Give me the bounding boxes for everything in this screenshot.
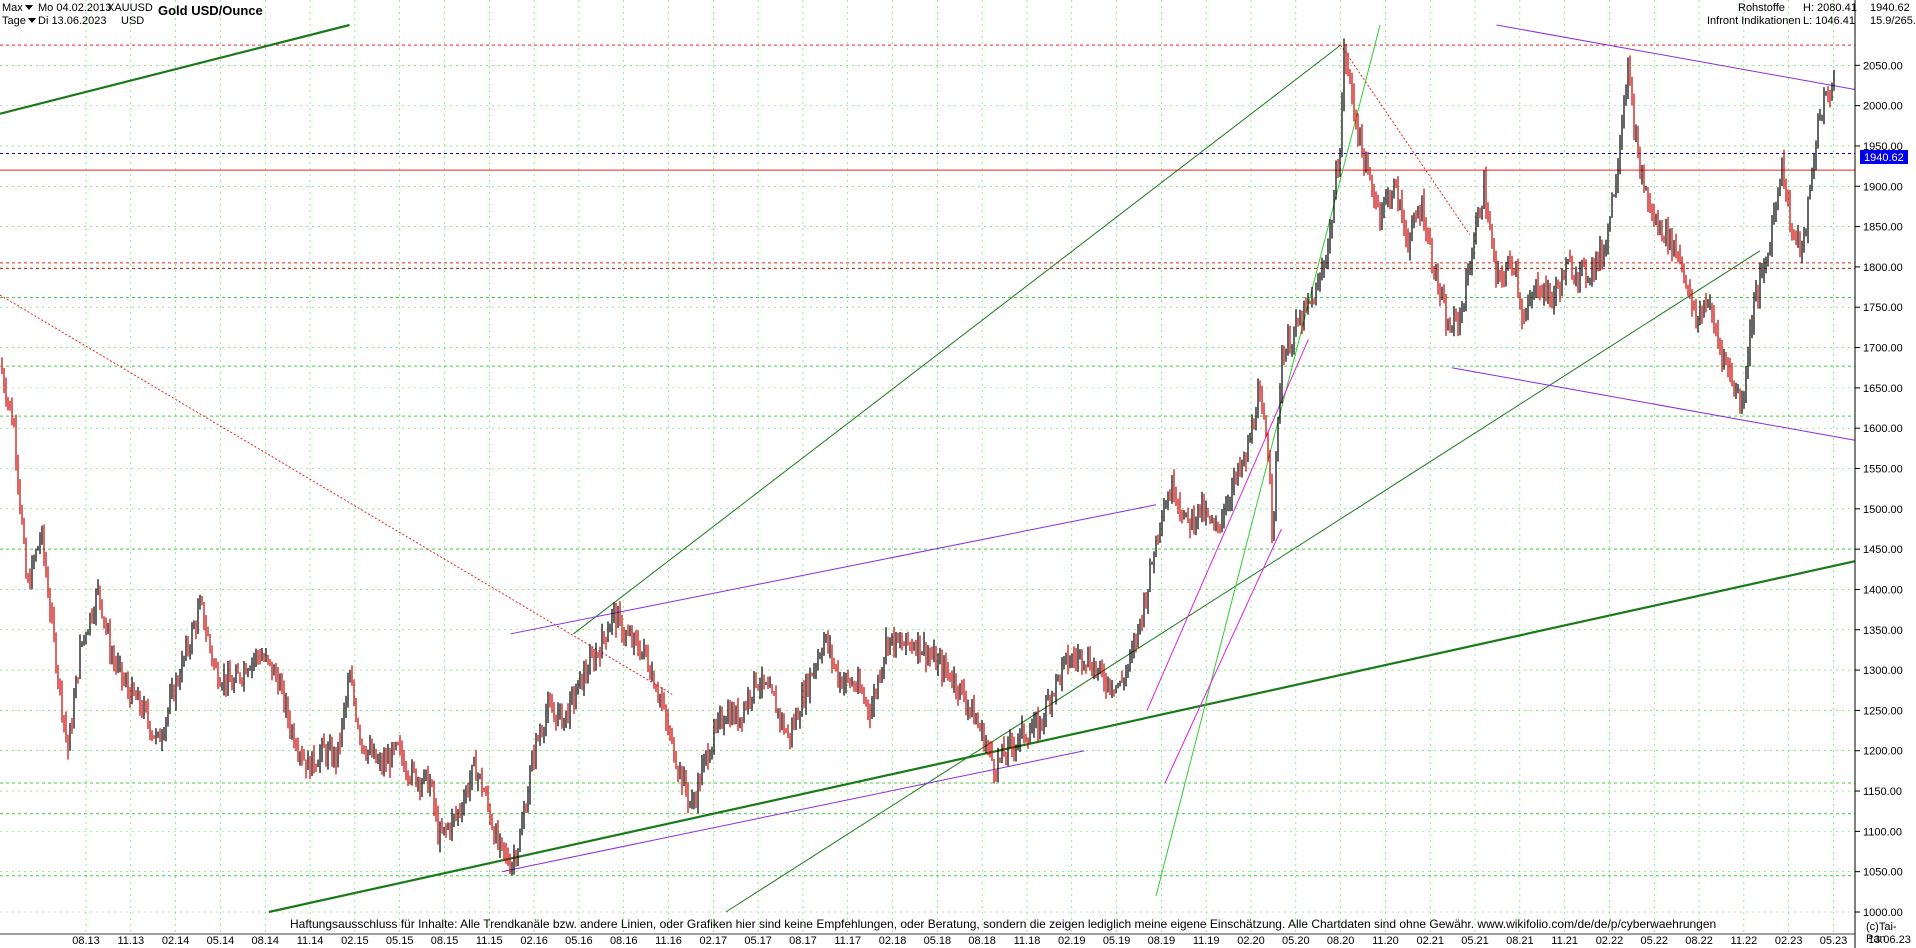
x-tick-label: 05.18 <box>924 935 952 947</box>
range-selector-label: Max <box>2 2 23 14</box>
x-tick-label: 08.15 <box>431 935 459 947</box>
range-ratio: 15.9/265.7 <box>1870 15 1916 27</box>
chevron-down-icon <box>24 5 33 11</box>
chevron-down-icon <box>27 18 36 24</box>
disclaimer-text: Haftungsausschluss für Inhalte: Alle Tre… <box>290 917 1717 931</box>
chart-title: Gold USD/Ounce <box>158 3 263 18</box>
trendline <box>501 750 1085 873</box>
x-tick-label: 08.13 <box>72 935 100 947</box>
x-tick-label: 05.23 <box>1820 935 1848 947</box>
x-tick-label: 05.21 <box>1461 935 1489 947</box>
y-tick-label: 1150.00 <box>1863 786 1902 798</box>
x-tick-label: 11.17 <box>834 935 861 947</box>
trendline <box>573 44 1341 635</box>
x-tick-label: 08.20 <box>1327 935 1355 947</box>
currency-code: USD <box>121 15 145 27</box>
trendline <box>268 560 1856 914</box>
price-tag: 1940.62 <box>1860 150 1908 164</box>
x-tick-label: 11.15 <box>476 935 503 947</box>
horizontal-levels <box>0 44 1855 877</box>
x-tick-label: 11.20 <box>1372 935 1399 947</box>
trendline <box>1164 528 1282 784</box>
x-tick-label: 11.16 <box>655 935 682 947</box>
y-axis: 1000.00 1050.00 1100.00 1150.00 1200.00 1250.… <box>1854 0 1903 948</box>
interval-selector[interactable]: Tage <box>2 15 39 27</box>
x-tick-label: 05.16 <box>565 935 593 947</box>
source-label: Infront Indikationen <box>1707 15 1801 27</box>
x-axis: 08.13 11.13 02.14 05.14 08.14 11.14 02.15 05.15… <box>0 933 1855 947</box>
range-selector[interactable]: Max <box>2 2 36 14</box>
x-tick-label: 11.21 <box>1551 935 1578 947</box>
trendline <box>1451 367 1856 441</box>
current-price-tag <box>1860 150 1908 164</box>
y-tick-label: 2050.00 <box>1863 60 1903 72</box>
x-tick-label: 02.20 <box>1237 935 1265 947</box>
x-tick-label: 02.14 <box>162 935 190 947</box>
y-tick-label: 1400.00 <box>1863 584 1903 596</box>
x-tick-label: 02.19 <box>1058 935 1086 947</box>
axis-end-date: 13.06.23 <box>1868 934 1911 946</box>
y-tick-label: 1450.00 <box>1863 544 1903 556</box>
y-tick-label: 1650.00 <box>1863 383 1903 395</box>
last-value: 1940.62 <box>1870 2 1910 14</box>
y-tick-label: 1500.00 <box>1863 504 1903 516</box>
trendline <box>725 250 1761 913</box>
y-tick-label: 2000.00 <box>1863 101 1903 113</box>
trendline <box>1496 24 1856 91</box>
y-tick-label: 1200.00 <box>1863 746 1903 758</box>
x-tick-label: 11.19 <box>1193 935 1220 947</box>
x-tick-label: 11.18 <box>1014 935 1041 947</box>
x-tick-label: 02.15 <box>341 935 369 947</box>
current-price-tag-label: 1940.62 <box>1864 152 1904 164</box>
x-tick-label: 02.22 <box>1596 935 1624 947</box>
y-tick-label: 1350.00 <box>1863 625 1903 637</box>
y-tick-label: 1700.00 <box>1863 343 1903 355</box>
low-label: L: 1046.41 <box>1803 15 1855 27</box>
x-tick-label: 05.20 <box>1282 935 1310 947</box>
x-tick-label: 02.16 <box>520 935 548 947</box>
x-tick-label: 05.19 <box>1103 935 1131 947</box>
x-tick-label: 05.15 <box>386 935 414 947</box>
x-tick-label: 08.22 <box>1685 935 1713 947</box>
x-tick-label: 08.17 <box>789 935 817 947</box>
interval-selector-label: Tage <box>2 15 26 27</box>
price-series <box>1 38 1835 876</box>
x-tick-label: 02.21 <box>1416 935 1444 947</box>
y-tick-label: 1750.00 <box>1863 302 1903 314</box>
x-tick-label: 11.13 <box>117 935 144 947</box>
y-tick-label: 1000.00 <box>1863 907 1903 919</box>
x-tick-label: 08.19 <box>1148 935 1176 947</box>
x-tick-label: 02.18 <box>879 935 907 947</box>
category-label: Rohstoffe <box>1738 2 1785 14</box>
y-tick-label: 1300.00 <box>1863 665 1903 677</box>
y-tick-label: 1850.00 <box>1863 222 1903 234</box>
x-tick-label: 02.23 <box>1775 935 1803 947</box>
symbol-code: XAUUSD <box>107 2 153 14</box>
x-tick-label: 05.17 <box>744 935 772 947</box>
y-tick-label: 1900.00 <box>1863 181 1903 193</box>
x-tick-label: 11.14 <box>297 935 324 947</box>
y-tick-label: 1950.00 <box>1863 141 1903 153</box>
y-tick-label: 1250.00 <box>1863 705 1903 717</box>
y-tick-label: 1600.00 <box>1863 423 1903 435</box>
copyright-label: (c)Tai-Pan <box>1866 921 1897 945</box>
x-tick-label: 02.17 <box>700 935 728 947</box>
x-tick-label: 05.14 <box>207 935 235 947</box>
trendline <box>0 23 350 115</box>
x-tick-label: 05.22 <box>1641 935 1669 947</box>
y-tick-label: 1100.00 <box>1863 826 1902 838</box>
y-tick-label: 1800.00 <box>1863 262 1903 274</box>
x-tick-label: 08.21 <box>1506 935 1534 947</box>
end-date: Di 13.06.2023 <box>38 15 107 27</box>
high-label: H: 2080.41 <box>1803 2 1857 14</box>
y-tick-label: 1050.00 <box>1863 867 1903 879</box>
x-tick-label: 08.18 <box>968 935 996 947</box>
x-tick-label: 08.16 <box>610 935 638 947</box>
x-tick-label: 11.22 <box>1731 935 1758 947</box>
y-tick-label: 1550.00 <box>1863 464 1903 476</box>
start-date: Mo 04.02.2013 <box>38 2 112 14</box>
x-tick-label: 08.14 <box>251 935 279 947</box>
